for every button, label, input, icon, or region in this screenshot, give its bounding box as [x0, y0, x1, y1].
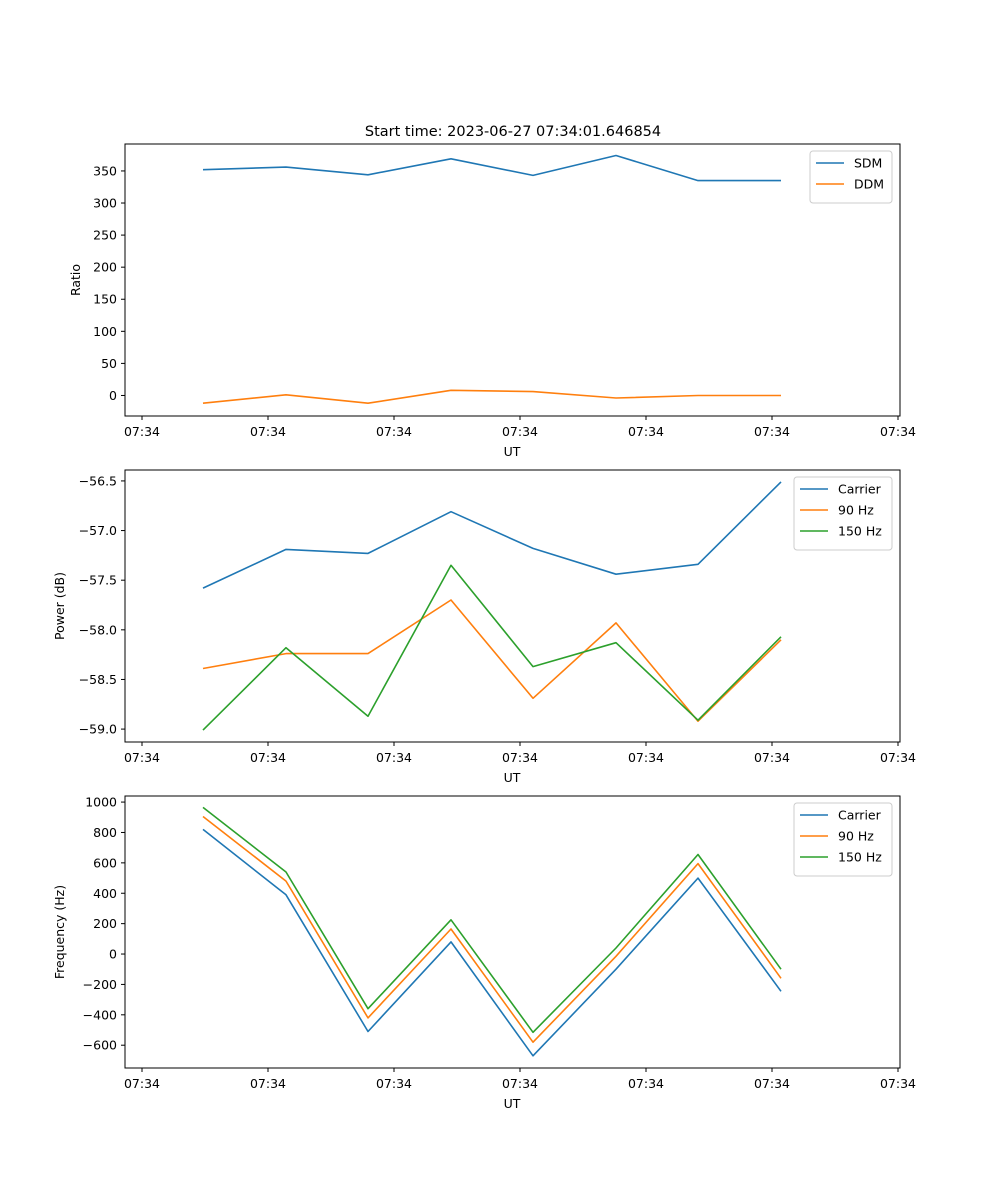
y-tick-label: 0 [109, 947, 117, 962]
x-tick-label: 07:34 [376, 424, 412, 439]
legend-label: 150 Hz [838, 850, 882, 865]
x-tick-label: 07:34 [124, 424, 160, 439]
y-tick-label: 300 [93, 196, 117, 211]
y-tick-label: 100 [93, 324, 117, 339]
x-tick-label: 07:34 [880, 424, 916, 439]
legend-label: SDM [854, 156, 882, 171]
chart-panel-1: 07:34 07:34 07:34 07:34 07:34 07:34 07:34 UT 0 50… [68, 143, 916, 459]
legend-frame [809, 150, 893, 204]
y-tick-label: 50 [101, 356, 117, 371]
legend-label: 150 Hz [838, 524, 882, 539]
y-tick-label: −59.0 [79, 722, 117, 737]
x-axis-label: UT [504, 1096, 521, 1111]
y-tick-label: 200 [93, 260, 117, 275]
legend-label: Carrier [838, 482, 882, 497]
x-tick-label: 07:34 [880, 750, 916, 765]
x-tick-label: 07:34 [628, 1076, 664, 1091]
x-tick-label: 07:34 [502, 750, 538, 765]
y-tick-label: −58.5 [79, 672, 117, 687]
series-line-carrier [202, 828, 782, 1057]
legend: Carrier 90 Hz 150 Hz [793, 476, 893, 551]
series-line-carrier [202, 481, 782, 589]
series-line-90-hz [202, 815, 782, 1043]
x-tick-label: 07:34 [754, 750, 790, 765]
y-tick-label: 1000 [85, 795, 117, 810]
series-line-ddm [202, 389, 781, 405]
y-tick-label: −600 [83, 1038, 117, 1053]
x-axis-label: UT [504, 444, 521, 459]
y-tick-label: −56.5 [79, 473, 117, 488]
y-tick-label: 0 [109, 388, 117, 403]
y-axis-label: Ratio [68, 264, 83, 296]
y-tick-label: 200 [93, 916, 117, 931]
y-tick-label: −200 [83, 977, 117, 992]
y-axis-label: Frequency (Hz) [52, 885, 67, 979]
legend-label: Carrier [838, 808, 882, 823]
x-tick-label: 07:34 [250, 424, 286, 439]
x-tick-label: 07:34 [250, 1076, 286, 1091]
x-tick-label: 07:34 [250, 750, 286, 765]
legend: Carrier 90 Hz 150 Hz [793, 802, 893, 877]
legend-label: 90 Hz [838, 829, 874, 844]
legend-label: 90 Hz [838, 503, 874, 518]
plot-area [124, 795, 901, 1069]
y-axis-label: Power (dB) [52, 572, 67, 640]
legend: SDM DDM [809, 150, 893, 204]
x-tick-label: 07:34 [502, 424, 538, 439]
x-tick-label: 07:34 [376, 750, 412, 765]
x-tick-label: 07:34 [376, 1076, 412, 1091]
legend-label: DDM [854, 177, 884, 192]
y-tick-label: −57.0 [79, 523, 117, 538]
series-line-90-hz [202, 599, 782, 723]
x-tick-label: 07:34 [754, 424, 790, 439]
figure-title: Start time: 2023-06-27 07:34:01.646854 [365, 124, 661, 140]
plot-area [124, 469, 901, 743]
chart-panel-3: 07:34 07:34 07:34 07:34 07:34 07:34 07:34 UT −60… [52, 795, 916, 1111]
y-tick-label: −57.5 [79, 573, 117, 588]
y-tick-label: 350 [93, 163, 117, 178]
chart-panel-2: 07:34 07:34 07:34 07:34 07:34 07:34 07:34 UT −59… [52, 469, 916, 785]
x-tick-label: 07:34 [880, 1076, 916, 1091]
y-tick-label: 150 [93, 292, 117, 307]
y-tick-label: 800 [93, 825, 117, 840]
y-tick-label: 600 [93, 855, 117, 870]
y-tick-label: 250 [93, 228, 117, 243]
y-tick-label: 400 [93, 886, 117, 901]
x-axis-label: UT [504, 770, 521, 785]
x-tick-label: 07:34 [628, 750, 664, 765]
y-tick-label: −400 [83, 1007, 117, 1022]
x-tick-label: 07:34 [628, 424, 664, 439]
plot-area [124, 143, 901, 417]
x-tick-label: 07:34 [502, 1076, 538, 1091]
x-tick-label: 07:34 [124, 1076, 160, 1091]
series-line-150-hz [202, 806, 782, 1034]
x-tick-label: 07:34 [754, 1076, 790, 1091]
series-line-150-hz [202, 564, 782, 731]
series-line-sdm [202, 154, 781, 182]
y-tick-label: −58.0 [79, 622, 117, 637]
x-tick-label: 07:34 [124, 750, 160, 765]
